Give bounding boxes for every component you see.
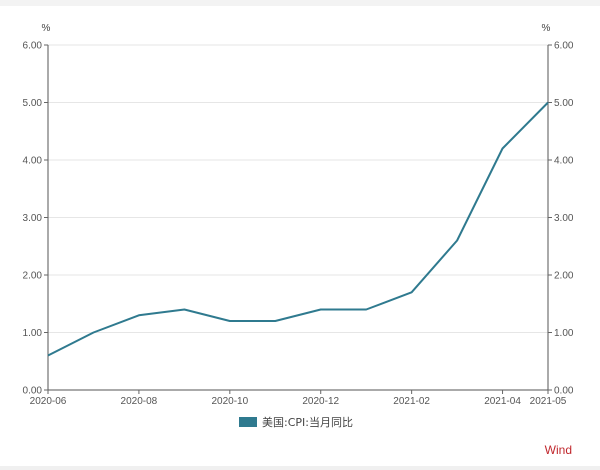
y-right-tick-label: 1.00 — [554, 328, 574, 339]
x-tick-label: 2020-06 — [30, 396, 67, 407]
y-axis-left-ticks: 0.00 1.00 2.00 3.00 4.00 5.00 6.00 — [23, 41, 48, 397]
y-left-tick-label: 1.00 — [23, 328, 43, 339]
x-tick-label: 2021-04 — [484, 396, 521, 407]
top-strip — [0, 0, 600, 6]
y-right-tick-label: 4.00 — [554, 156, 574, 167]
legend-label: 美国:CPI:当月同比 — [262, 416, 353, 429]
y-right-tick-label: 0.00 — [554, 386, 574, 397]
x-tick-label: 2020-12 — [302, 396, 339, 407]
y-axis-right-ticks: 0.00 1.00 2.00 3.00 4.00 5.00 6.00 — [548, 41, 574, 397]
series-line — [47, 101, 549, 357]
y-right-tick-label: 3.00 — [554, 213, 574, 224]
y-left-tick-label: 4.00 — [23, 156, 43, 167]
x-tick-label: 2021-02 — [393, 396, 430, 407]
x-tick-label: 2021-05 — [530, 396, 567, 407]
y-axis-right-unit: % — [542, 23, 551, 34]
y-left-tick-label: 6.00 — [23, 41, 43, 52]
legend[interactable]: 美国:CPI:当月同比 — [239, 415, 353, 429]
series-group — [47, 101, 549, 357]
x-axis-ticks: 2020-06 2020-08 2020-10 2020-12 2021-02 2021-… — [30, 390, 567, 407]
wind-watermark: Wind — [544, 443, 572, 457]
x-tick-label: 2020-10 — [211, 396, 248, 407]
y-left-tick-label: 0.00 — [23, 386, 43, 397]
bottom-rule — [0, 466, 600, 470]
x-tick-label: 2020-08 — [121, 396, 158, 407]
y-right-tick-label: 2.00 — [554, 271, 574, 282]
y-right-tick-label: 5.00 — [554, 98, 574, 109]
y-left-tick-label: 5.00 — [23, 98, 43, 109]
y-left-tick-label: 2.00 — [23, 271, 43, 282]
legend-swatch — [239, 417, 257, 427]
y-axis-left-unit: % — [42, 23, 51, 34]
y-right-tick-label: 6.00 — [554, 41, 574, 52]
grid-lines — [48, 44, 548, 333]
y-left-tick-label: 3.00 — [23, 213, 43, 224]
